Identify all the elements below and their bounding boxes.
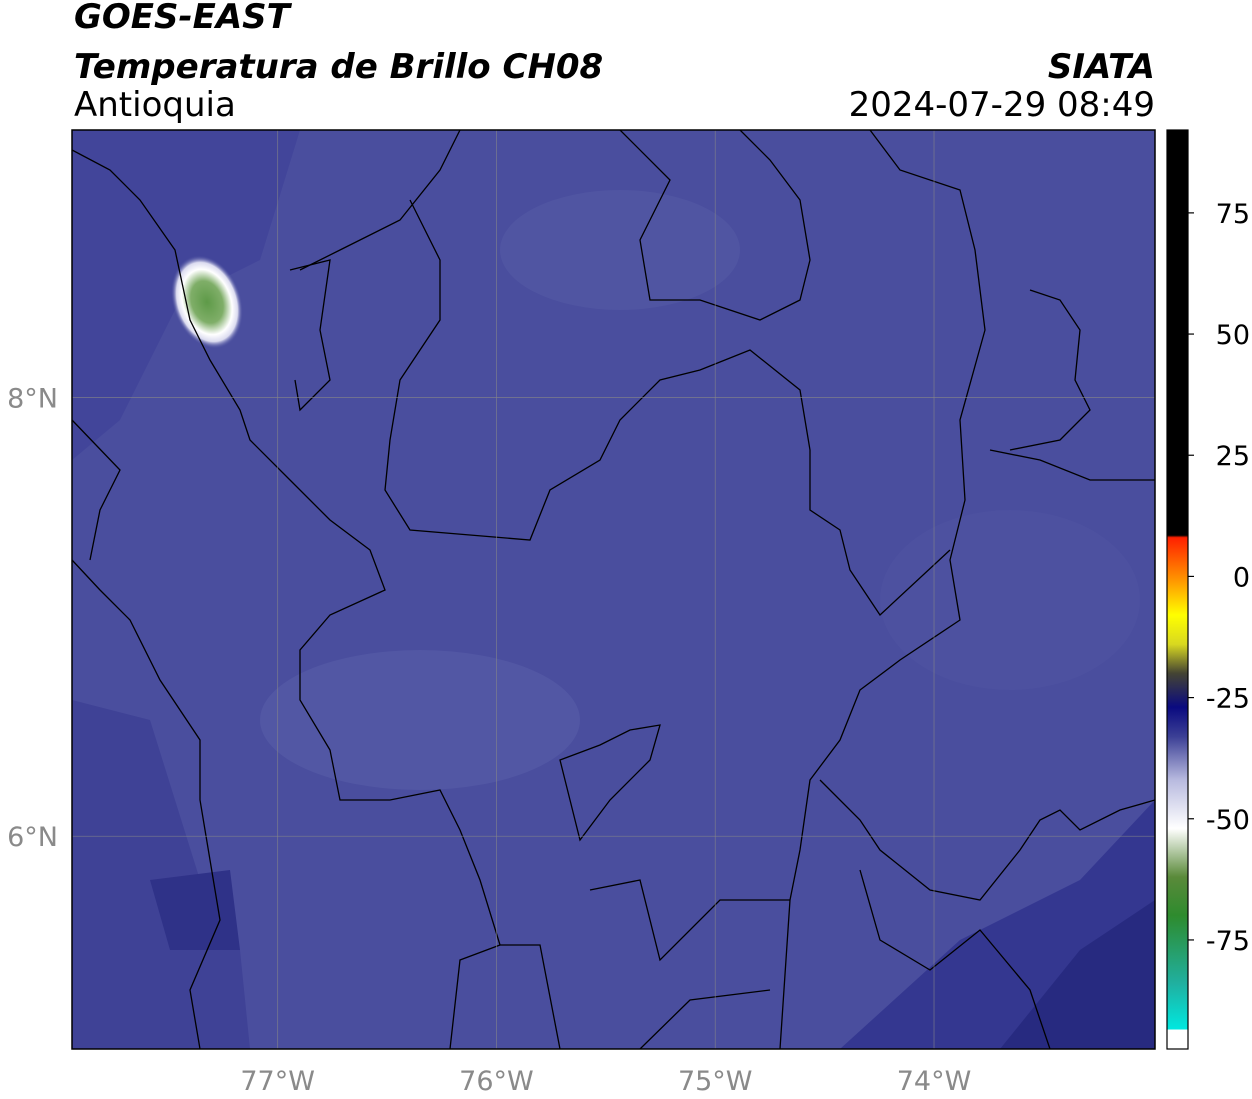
source: SIATA <box>1048 47 1155 87</box>
map-frame <box>71 129 1156 1050</box>
x-tick-label: 77°W <box>240 1066 315 1097</box>
light-region <box>260 650 580 790</box>
x-tick-label: 76°W <box>459 1066 534 1097</box>
colorbar-tick-label: 0 <box>1233 562 1250 593</box>
colorbar-tick-label: -75 <box>1206 926 1250 957</box>
light-region <box>880 510 1140 690</box>
colorbar-tick-label: -50 <box>1206 805 1250 836</box>
dark-region <box>72 700 250 1049</box>
borders <box>72 130 1155 1049</box>
dark-region <box>1000 900 1155 1049</box>
light-region <box>500 190 740 310</box>
cold-cloud <box>171 255 243 349</box>
x-tick-label: 74°W <box>897 1066 972 1097</box>
colorbar <box>1166 129 1189 1050</box>
colorbar-tick-label: 50 <box>1216 320 1250 351</box>
region: Antioquia <box>74 85 236 125</box>
y-tick-label: 6°N <box>7 822 58 853</box>
colorbar-tick-label: 75 <box>1216 199 1250 230</box>
colorbar-tick-label: 25 <box>1216 441 1250 472</box>
y-tick-label: 8°N <box>7 384 58 415</box>
dark-region <box>150 870 240 950</box>
map-area <box>72 130 1155 1049</box>
graticule <box>72 130 1155 1049</box>
colorbar-tick-label: -25 <box>1206 684 1250 715</box>
subtitle: Temperatura de Brillo CH08 <box>74 47 603 87</box>
timestamp: 2024-07-29 08:49 <box>849 85 1155 125</box>
title: GOES-EAST <box>74 0 293 37</box>
x-tick-label: 75°W <box>678 1066 753 1097</box>
